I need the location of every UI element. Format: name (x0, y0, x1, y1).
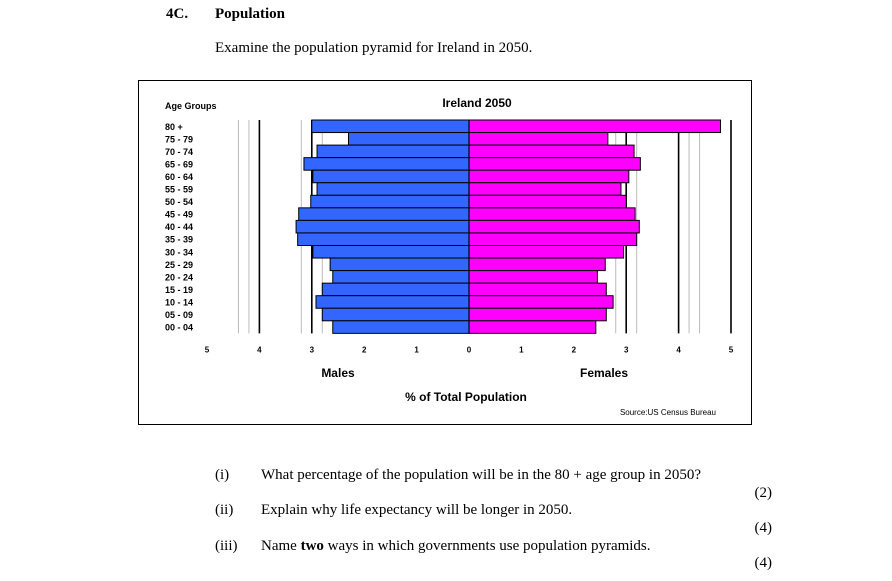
age-group-label: 65 - 69 (165, 159, 193, 169)
part-text: Name two ways in which governments use p… (261, 538, 651, 555)
bar-female (468, 144, 635, 159)
x-tick-label: 1 (519, 345, 524, 354)
age-group-label: 35 - 39 (165, 235, 193, 245)
x-tick-label: 2 (362, 345, 367, 354)
legend-males: Males (321, 366, 355, 380)
bar-female (468, 232, 638, 246)
question-part-i: (i) What percentage of the population wi… (215, 467, 775, 487)
bar-male (321, 307, 470, 322)
chart-source: Source:US Census Bureau (620, 408, 716, 417)
bar-male (316, 144, 470, 159)
question-intro: Examine the population pyramid for Irela… (215, 40, 533, 56)
age-group-label: 55 - 59 (165, 185, 193, 195)
bar-male (315, 295, 470, 309)
bar-male (310, 194, 470, 209)
age-group-label: 50 - 54 (165, 197, 193, 207)
bar-male (329, 257, 470, 272)
age-group-label: 00 - 04 (165, 323, 193, 333)
bar-female (468, 307, 607, 322)
bar-male (295, 219, 470, 234)
part-number: (ii) (215, 502, 234, 518)
part-text-start: Name (261, 538, 301, 554)
bar-female (468, 119, 722, 134)
bar-male (347, 132, 470, 146)
part-text-emphasis: two (300, 538, 324, 554)
age-group-label: 30 - 34 (165, 247, 193, 257)
question-part-ii: (ii) Explain why life expectancy will be… (215, 502, 775, 522)
bar-male (332, 320, 470, 334)
x-tick-label: 3 (310, 345, 315, 354)
chart-title: Ireland 2050 (442, 96, 512, 110)
part-text-end: ways in which governments use population… (323, 538, 651, 554)
part-marks: (4) (754, 520, 773, 536)
x-tick-label: 0 (467, 345, 472, 354)
age-group-label: 70 - 74 (165, 147, 193, 157)
question-number: 4C. (166, 6, 189, 22)
bar-male (312, 169, 470, 184)
chart-frame: 80 + 75 - 79 70 - 74 65 - 69 60 - 64 55 - 59 5… (138, 80, 752, 425)
part-text: Explain why life expectancy will be long… (261, 502, 573, 518)
bar-male (311, 119, 470, 134)
x-tick-label: 3 (624, 345, 629, 354)
y-axis-title: Age Groups (165, 101, 217, 111)
bar-male (303, 157, 470, 171)
bar-female (468, 270, 598, 284)
bar-female (468, 257, 606, 272)
bar-female (468, 282, 607, 297)
x-axis-title: % of Total Population (405, 390, 527, 404)
part-marks: (2) (754, 485, 773, 501)
bar-male (316, 182, 470, 196)
age-group-label: 40 - 44 (165, 222, 193, 232)
x-tick-label: 5 (205, 345, 210, 354)
bar-male (297, 232, 470, 246)
x-tick-label: 5 (729, 345, 734, 354)
bar-female (468, 295, 614, 309)
age-group-label: 15 - 19 (165, 285, 193, 295)
bar-male (332, 270, 470, 284)
age-group-label: 75 - 79 (165, 134, 193, 144)
bar-female (468, 169, 630, 184)
bar-male (298, 207, 470, 221)
age-group-label: 10 - 14 (165, 297, 193, 307)
bar-female (468, 207, 636, 221)
x-tick-label: 4 (257, 345, 262, 354)
legend-females: Females (580, 366, 628, 380)
bar-female (468, 194, 627, 209)
bar-male (312, 245, 470, 259)
bar-female (468, 182, 622, 196)
part-marks: (4) (754, 555, 773, 571)
bar-male (321, 282, 470, 297)
age-group-label: 80 + (165, 122, 183, 132)
bar-female (468, 157, 641, 171)
age-group-label: 45 - 49 (165, 210, 193, 220)
age-group-label: 20 - 24 (165, 272, 193, 282)
bar-female (468, 219, 640, 234)
question-title: Population (215, 6, 286, 22)
age-group-label: 25 - 29 (165, 260, 193, 270)
x-tick-label: 2 (572, 345, 577, 354)
age-group-label: 60 - 64 (165, 172, 193, 182)
part-number: (iii) (215, 538, 238, 554)
part-text: What percentage of the population will b… (261, 467, 701, 483)
part-number: (i) (215, 467, 230, 483)
x-tick-label: 4 (676, 345, 681, 354)
age-group-label: 05 - 09 (165, 310, 193, 320)
bar-female (468, 320, 597, 334)
x-tick-label: 1 (414, 345, 419, 354)
question-part-iii: (iii) Name two ways in which governments… (215, 538, 775, 558)
bar-female (468, 132, 609, 146)
bar-female (468, 245, 625, 259)
population-pyramid-chart: 80 + 75 - 79 70 - 74 65 - 69 60 - 64 55 - 59 5… (165, 96, 734, 417)
